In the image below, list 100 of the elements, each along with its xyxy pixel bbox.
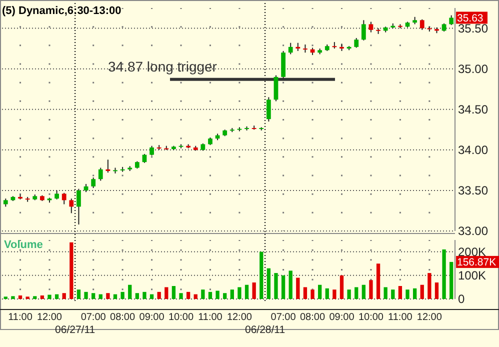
candlestick bbox=[368, 21, 374, 33]
bar bbox=[54, 294, 59, 299]
bar bbox=[347, 290, 351, 299]
y-tick-label: 200K bbox=[458, 245, 486, 259]
bar bbox=[288, 270, 292, 299]
bar bbox=[33, 296, 37, 299]
x-tick-label: 12:00 bbox=[36, 312, 62, 323]
bar bbox=[420, 284, 424, 299]
bar bbox=[391, 290, 395, 299]
bar bbox=[157, 292, 161, 299]
bar bbox=[120, 292, 124, 299]
x-tick-label: 08:00 bbox=[110, 312, 136, 323]
candlestick bbox=[150, 145, 154, 156]
bar bbox=[194, 294, 198, 299]
bar bbox=[223, 293, 227, 299]
bar bbox=[62, 293, 66, 299]
y-tick-label: 35.00 bbox=[458, 62, 488, 76]
x-tick-label: 10:00 bbox=[358, 312, 384, 323]
bar bbox=[11, 296, 15, 299]
bar bbox=[135, 293, 139, 299]
candlestick bbox=[69, 198, 74, 214]
chart-title: (5) Dynamic,6:30-13:00 bbox=[2, 5, 122, 17]
bar bbox=[260, 252, 264, 299]
candlestick bbox=[274, 74, 278, 102]
candlestick bbox=[91, 176, 96, 189]
bar bbox=[318, 284, 322, 299]
candlestick bbox=[354, 38, 359, 48]
y-tick-label: 34.50 bbox=[458, 102, 488, 117]
y-tick-label: 33.50 bbox=[458, 184, 488, 198]
x-tick-label: 12:00 bbox=[226, 312, 252, 323]
text: 156.87K bbox=[457, 256, 496, 269]
bar bbox=[412, 288, 417, 299]
ref-line-label: 34.87 long trigger bbox=[108, 58, 218, 74]
bar bbox=[186, 292, 190, 299]
x-tick-label: 07:00 bbox=[80, 312, 106, 323]
bar bbox=[172, 286, 176, 299]
bar bbox=[98, 294, 102, 299]
bar bbox=[310, 290, 314, 299]
candlestick bbox=[449, 14, 454, 26]
bar bbox=[150, 294, 154, 299]
candlestick bbox=[266, 96, 271, 122]
x-tick-label: 10:00 bbox=[168, 312, 194, 323]
bar bbox=[303, 287, 308, 299]
candlestick bbox=[420, 18, 424, 30]
bar bbox=[296, 278, 300, 299]
y-tick-label: 33.00 bbox=[458, 224, 488, 238]
y-tick-label: 100K bbox=[458, 268, 486, 283]
bar bbox=[442, 249, 446, 299]
bar bbox=[208, 292, 212, 299]
bar bbox=[179, 293, 183, 299]
y-tick-label: 0 bbox=[458, 292, 465, 306]
candlestick bbox=[288, 42, 293, 55]
bar bbox=[201, 290, 205, 299]
bar bbox=[332, 290, 336, 299]
bar bbox=[238, 287, 242, 299]
bar bbox=[244, 284, 249, 299]
bar bbox=[92, 293, 96, 299]
bar bbox=[106, 293, 110, 299]
bar bbox=[70, 242, 74, 299]
candlestick bbox=[76, 188, 81, 226]
bar bbox=[216, 290, 220, 299]
bar bbox=[142, 292, 146, 299]
x-tick-label: 11:00 bbox=[388, 312, 413, 323]
x-tick-label: 09:00 bbox=[139, 312, 165, 323]
bar bbox=[84, 292, 88, 299]
candlestick bbox=[361, 20, 366, 41]
x-tick-label: 11:00 bbox=[198, 312, 223, 323]
bar bbox=[128, 284, 132, 299]
x-tick-label: 11:00 bbox=[8, 312, 33, 323]
bar bbox=[230, 290, 234, 299]
y-tick-label: 34.00 bbox=[458, 143, 488, 158]
bar bbox=[281, 275, 286, 299]
bar bbox=[450, 262, 454, 299]
bar bbox=[362, 284, 366, 299]
candlestick bbox=[62, 192, 66, 205]
x-tick-label: 12:00 bbox=[416, 312, 442, 323]
bar bbox=[76, 290, 81, 299]
chart-title: Volume bbox=[4, 239, 43, 251]
bar bbox=[325, 288, 329, 299]
bar bbox=[164, 287, 168, 299]
bar bbox=[252, 282, 256, 299]
bar bbox=[384, 287, 388, 299]
text: 06/27/11 bbox=[55, 324, 96, 336]
x-tick-label: 09:00 bbox=[329, 312, 355, 323]
bar bbox=[113, 294, 118, 299]
text: 06/28/11 bbox=[244, 324, 286, 336]
bar bbox=[369, 280, 373, 299]
bar bbox=[428, 273, 432, 299]
bar bbox=[40, 295, 44, 299]
x-tick-label: 08:00 bbox=[300, 312, 326, 323]
bar bbox=[406, 290, 410, 299]
candlestick bbox=[98, 167, 103, 182]
bar bbox=[18, 295, 22, 299]
bar bbox=[376, 264, 380, 299]
x-tick-label: 07:00 bbox=[270, 312, 296, 323]
bar bbox=[398, 286, 402, 299]
bar bbox=[266, 268, 271, 299]
bar bbox=[354, 287, 358, 299]
bar bbox=[274, 273, 278, 299]
bar bbox=[340, 275, 344, 299]
